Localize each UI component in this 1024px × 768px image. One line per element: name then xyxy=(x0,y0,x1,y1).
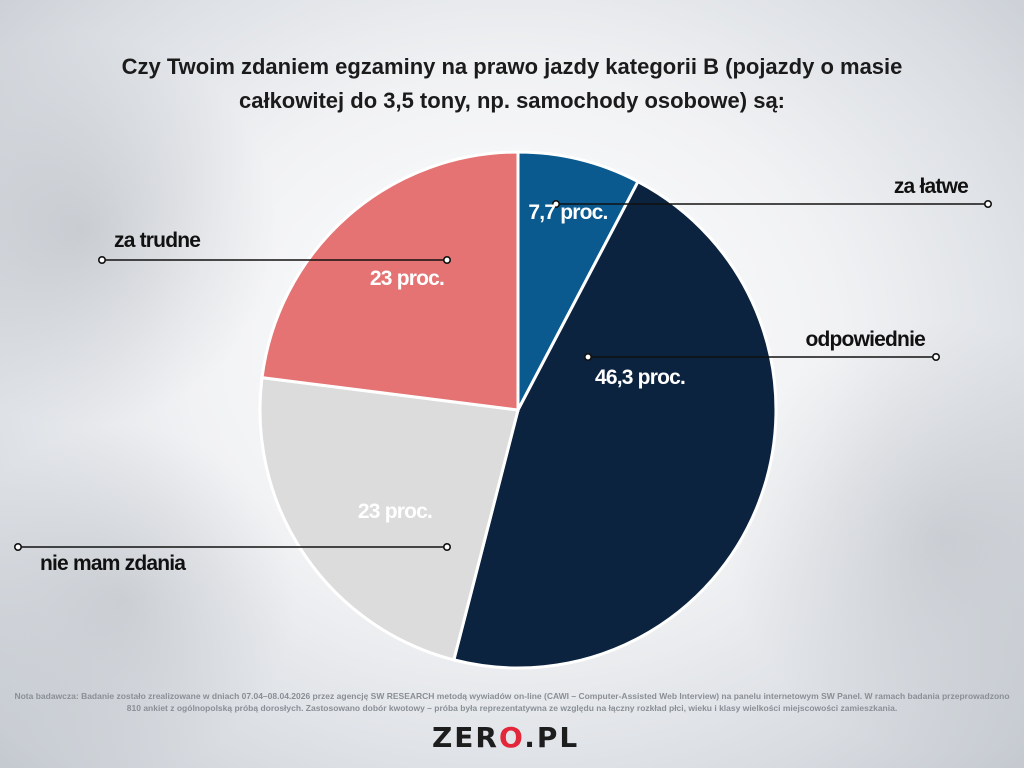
leader-dot-nie-mam-zdania-2 xyxy=(442,542,451,551)
category-label-odpowiednie: odpowiednie xyxy=(805,328,925,351)
value-label-za-latwe: 7,7 proc. xyxy=(528,201,607,224)
pie-leader-lines xyxy=(14,200,992,551)
value-label-za-trudne: 23 proc. xyxy=(370,267,444,290)
value-label-odpowiednie: 46,3 proc. xyxy=(595,366,685,389)
zero-pl-logo[interactable]: ZERO.PL xyxy=(432,722,612,754)
pie-slice-nie-mam-zdania xyxy=(258,375,520,662)
pie-labels: 7,7 proc. za łatwe 46,3 proc. odpowiednie 23… xyxy=(40,175,969,575)
value-label-nie-mam-zdania: 23 proc. xyxy=(358,500,432,523)
leader-dot-za-latwe-2 xyxy=(983,200,992,209)
logo-text-start: ZER xyxy=(432,721,499,754)
leader-dot-odpowiednie-2 xyxy=(931,352,940,361)
pie-slice-odpowiednie xyxy=(452,179,778,670)
leader-dot-za-trudne-2 xyxy=(442,255,451,264)
research-note: Nota badawcza: Badanie zostało zrealizow… xyxy=(14,691,1010,713)
pie-slice-za-trudne xyxy=(260,150,520,412)
category-label-za-latwe: za łatwe xyxy=(894,175,968,198)
chart-title-line-2: całkowitej do 3,5 tony, np. samochody os… xyxy=(238,88,786,113)
leader-dot-nie-mam-zdania-1 xyxy=(14,542,23,551)
pie-slices xyxy=(258,150,778,670)
logo-text-end: .PL xyxy=(524,721,580,754)
pie-slice-za-latwe xyxy=(516,150,641,411)
leader-dot-odpowiednie-1 xyxy=(583,352,592,361)
chart-title: Czy Twoim zdaniem egzaminy na prawo jazd… xyxy=(60,50,964,118)
leader-dot-za-trudne-1 xyxy=(98,255,107,264)
category-label-za-trudne: za trudne xyxy=(114,229,200,252)
leader-dot-za-latwe-1 xyxy=(551,200,560,209)
category-label-nie-mam-zdania: nie mam zdania xyxy=(40,552,186,575)
chart-title-line-1: Czy Twoim zdaniem egzaminy na prawo jazd… xyxy=(121,54,903,79)
logo-accent-letter: O xyxy=(499,721,525,754)
